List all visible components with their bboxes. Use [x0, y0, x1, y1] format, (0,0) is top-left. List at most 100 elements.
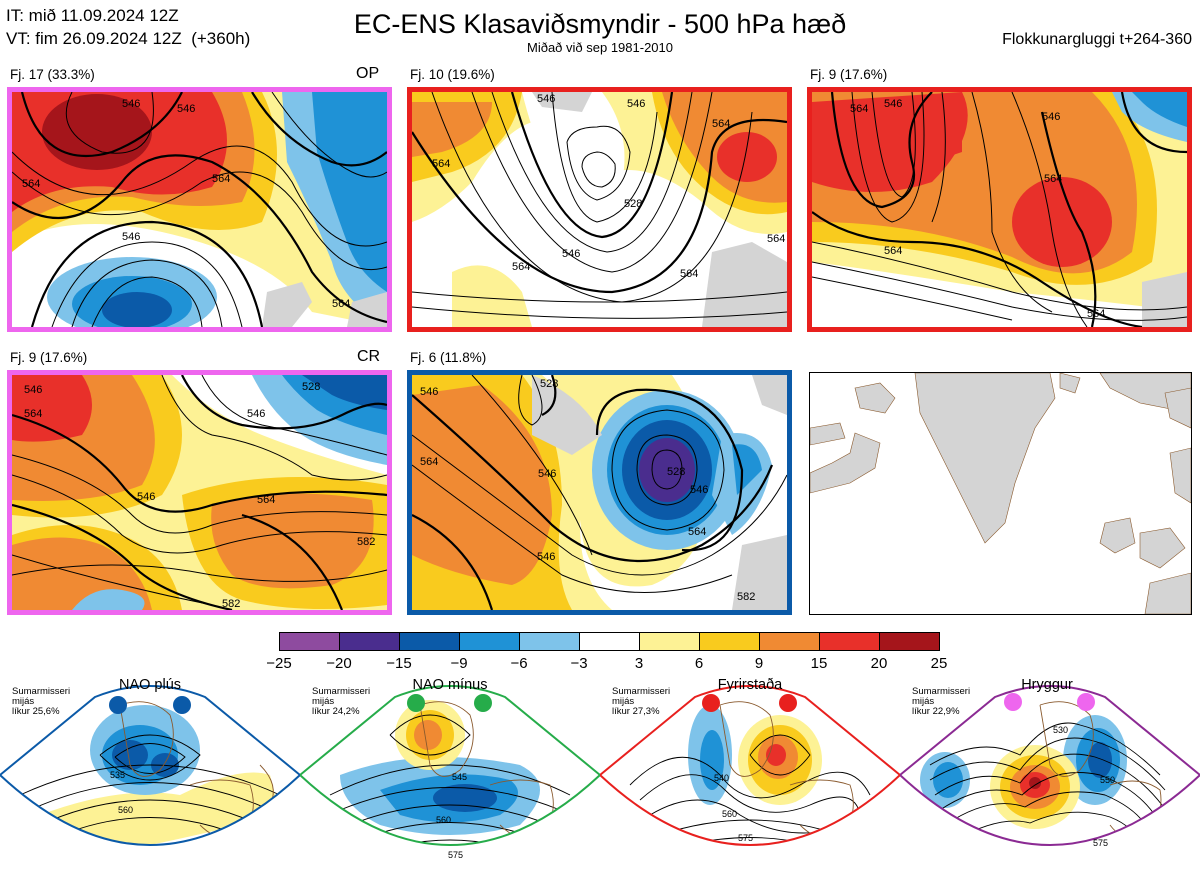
contour-label: 546 — [538, 468, 556, 480]
contour-label: 528 — [540, 378, 558, 390]
contour-label: 564 — [22, 178, 40, 190]
contour-label: 546 — [24, 384, 42, 396]
colorbar-swatch — [399, 632, 460, 651]
colorbar-tick: −25 — [266, 655, 292, 672]
contour-label: 528 — [667, 466, 685, 478]
cluster-map-3: 564 546 546 564 564 564 — [807, 87, 1192, 332]
colorbar-swatch — [339, 632, 400, 651]
contour-label: 546 — [122, 231, 140, 243]
anomaly-colorbar — [279, 632, 942, 651]
regime-period: mijás — [312, 696, 335, 707]
contour-label: 564 — [884, 245, 902, 257]
panel-2-label: Fj. 10 (19.6%) — [410, 67, 495, 82]
regime-info: Sumarmisseri mijás líkur 27,3% — [612, 687, 670, 717]
contour-label: 546 — [627, 98, 645, 110]
colorbar-swatch — [699, 632, 760, 651]
valid-time: VT: fim 26.09.2024 12Z (+360h) — [6, 29, 251, 48]
colorbar-tick: 3 — [634, 655, 644, 672]
colorbar-tick: −15 — [386, 655, 412, 672]
run-info: IT: mið 11.09.2024 12Z VT: fim 26.09.202… — [6, 4, 250, 50]
colorbar-swatch — [639, 632, 700, 651]
contour-label: 546 — [177, 103, 195, 115]
regime-probability: líkur 25,6% — [12, 706, 60, 717]
colorbar-tick: 20 — [870, 655, 888, 672]
colorbar-tick: 6 — [694, 655, 704, 672]
regime-probability: líkur 27,3% — [612, 706, 660, 717]
regime-probability: líkur 24,2% — [312, 706, 360, 717]
regime-ridge: 530 550 575 Hryggur Sumarmisseri mijás l… — [900, 675, 1200, 871]
regime-contour-label: 575 — [1093, 838, 1108, 848]
colorbar-tick: −3 — [570, 655, 588, 672]
regime-contour-label: 550 — [1100, 775, 1115, 785]
panel-1-tag: OP — [356, 65, 380, 82]
regime-probability: líkur 22,9% — [912, 706, 960, 717]
regime-blocking: 540 560 575 Fyrirstaða Sumarmisseri mijá… — [600, 675, 900, 871]
regime-title: NAO plús — [118, 677, 182, 693]
contour-label: 546 — [537, 93, 555, 105]
colorbar-tick: 9 — [754, 655, 764, 672]
contour-label: 528 — [302, 381, 320, 393]
colorbar-swatch — [279, 632, 340, 651]
base-map — [809, 372, 1192, 615]
regime-contour-label: 530 — [1053, 725, 1068, 735]
contour-label: 564 — [680, 268, 698, 280]
contour-label: 582 — [737, 591, 755, 603]
cluster-map-1: 564 546 546 564 546 564 — [7, 87, 392, 332]
regime-title: NAO mínus — [412, 677, 488, 693]
regime-contour-label: 540 — [714, 773, 729, 783]
contour-label: 546 — [537, 551, 555, 563]
regime-season: Sumarmisseri — [912, 686, 971, 697]
regime-title: Fyrirstaða — [717, 677, 783, 693]
regime-contour-label: 545 — [452, 772, 467, 782]
contour-label: 564 — [712, 118, 730, 130]
colorbar-tick: −6 — [510, 655, 528, 672]
regime-nao-minus: 545 560 575 NAO mínus Sumarmisseri mijás… — [300, 675, 600, 871]
colorbar-swatch — [519, 632, 580, 651]
page-title: EC-ENS Klasaviðsmyndir - 500 hPa hæð — [353, 9, 847, 39]
contour-label: 564 — [512, 261, 530, 273]
contour-label: 582 — [357, 536, 375, 548]
contour-label: 546 — [1042, 111, 1060, 123]
colorbar-tick: −9 — [450, 655, 468, 672]
contour-label: 546 — [690, 484, 708, 496]
regime-period: mijás — [12, 696, 35, 707]
regime-contour-label: 575 — [738, 833, 753, 843]
colorbar-tick: 25 — [930, 655, 948, 672]
contour-label: 564 — [767, 233, 785, 245]
contour-label: 564 — [24, 408, 42, 420]
regime-contour-label: 560 — [436, 815, 451, 825]
contour-label: 546 — [562, 248, 580, 260]
regime-contour-label: 560 — [722, 809, 737, 819]
contour-label: 546 — [420, 386, 438, 398]
regime-info: Sumarmisseri mijás líkur 25,6% — [12, 687, 70, 717]
panel-5-label: Fj. 6 (11.8%) — [410, 350, 487, 365]
colorbar-swatch — [759, 632, 820, 651]
cluster-map-4: 546 528 546 564 546 564 582 582 — [7, 370, 392, 615]
regime-contour-label: 560 — [118, 805, 133, 815]
page-subtitle: Miðað við sep 1981-2010 — [527, 40, 673, 55]
contour-label: 546 — [247, 408, 265, 420]
regime-period: mijás — [612, 696, 635, 707]
colorbar-swatch — [459, 632, 520, 651]
regime-season: Sumarmisseri — [312, 686, 371, 697]
colorbar-swatch — [819, 632, 880, 651]
contour-label: 564 — [257, 494, 275, 506]
classification-window: Flokkunargluggi t+264-360 — [1002, 31, 1192, 48]
regime-season: Sumarmisseri — [12, 686, 71, 697]
contour-label: 564 — [432, 158, 450, 170]
panel-3-label: Fj. 9 (17.6%) — [810, 67, 888, 82]
regime-title: Hryggur — [1021, 677, 1073, 693]
contour-label: 582 — [222, 598, 240, 610]
panel-4-tag: CR — [357, 348, 381, 365]
regime-info: Sumarmisseri mijás líkur 24,2% — [312, 687, 370, 717]
colorbar-tick: 15 — [810, 655, 828, 672]
contour-label: 564 — [420, 456, 438, 468]
panel-1-label: Fj. 17 (33.3%) — [10, 67, 95, 82]
cluster-map-2: 546 546 564 546 564 564 528 564 564 — [407, 87, 792, 332]
panel-4-label: Fj. 9 (17.6%) — [10, 350, 88, 365]
contour-label: 564 — [850, 103, 868, 115]
contour-label: 564 — [1087, 308, 1105, 320]
regime-contour-label: 575 — [448, 850, 463, 860]
contour-label: 564 — [1044, 173, 1062, 185]
regime-period: mijás — [912, 696, 935, 707]
